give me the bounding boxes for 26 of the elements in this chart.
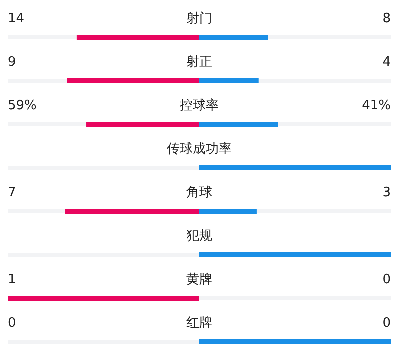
annotation: 3: [382, 186, 391, 201]
y-tick-label: 红牌: [186, 316, 212, 332]
annotation: 9: [8, 55, 16, 70]
bar: [86, 122, 200, 127]
annotation: 0: [8, 316, 16, 332]
y-tick-label: 射正: [186, 55, 212, 70]
bar: [200, 209, 257, 214]
annotation: 4: [382, 55, 391, 70]
annotation: 1: [8, 272, 16, 288]
y-tick-label: 射门: [186, 10, 212, 27]
annotation: 8: [382, 12, 391, 27]
annotation: 41%: [362, 98, 391, 114]
y-tick-label: 角球: [186, 186, 212, 201]
y-tick-label: 控球率: [180, 98, 219, 114]
bar: [200, 35, 268, 40]
annotation: 59%: [8, 98, 37, 114]
bar: [76, 35, 200, 40]
annotation: 0: [382, 316, 391, 332]
annotation: 7: [8, 186, 16, 201]
annotation: 14: [8, 12, 25, 27]
y-tick-label: 黄牌: [186, 272, 212, 288]
annotation: 0: [382, 272, 391, 288]
bar: [200, 122, 278, 127]
bar: [200, 78, 259, 84]
y-tick-label: 犯规: [186, 229, 212, 244]
y-tick-label: 传球成功率: [167, 141, 232, 158]
